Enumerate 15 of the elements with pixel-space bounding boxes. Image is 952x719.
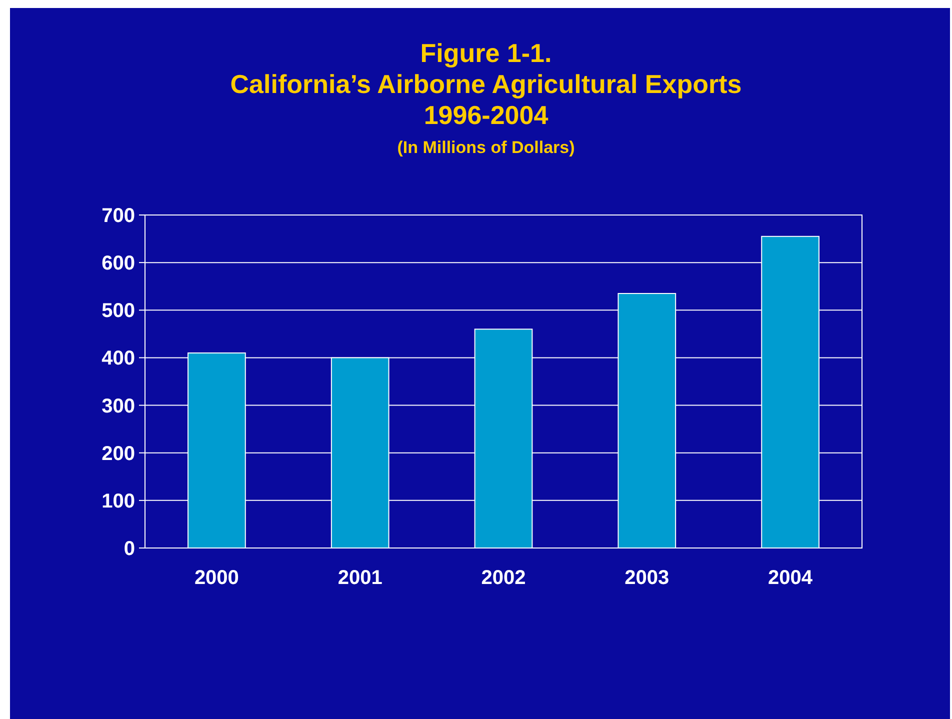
- y-tick-label: 700: [102, 205, 135, 227]
- x-tick-label: 2001: [338, 567, 382, 589]
- y-tick-label: 0: [124, 538, 135, 560]
- x-tick-label: 2000: [194, 567, 239, 589]
- y-tick-label: 100: [102, 490, 135, 512]
- chart-subtitle: (In Millions of Dollars): [397, 138, 575, 157]
- y-tick-label: 300: [102, 395, 135, 418]
- x-tick-label: 2003: [624, 567, 670, 589]
- chart-title: Figure 1-1. California’s Airborne Agricultural Exports 1996-2004: [230, 38, 742, 130]
- x-tick-label: 2002: [481, 567, 526, 589]
- y-tick-label: 600: [102, 252, 135, 275]
- y-tick-label: 200: [102, 442, 135, 465]
- y-tick-label: 500: [102, 300, 135, 322]
- y-tick-label: 400: [102, 348, 135, 370]
- x-tick-label: 2004: [768, 567, 814, 589]
